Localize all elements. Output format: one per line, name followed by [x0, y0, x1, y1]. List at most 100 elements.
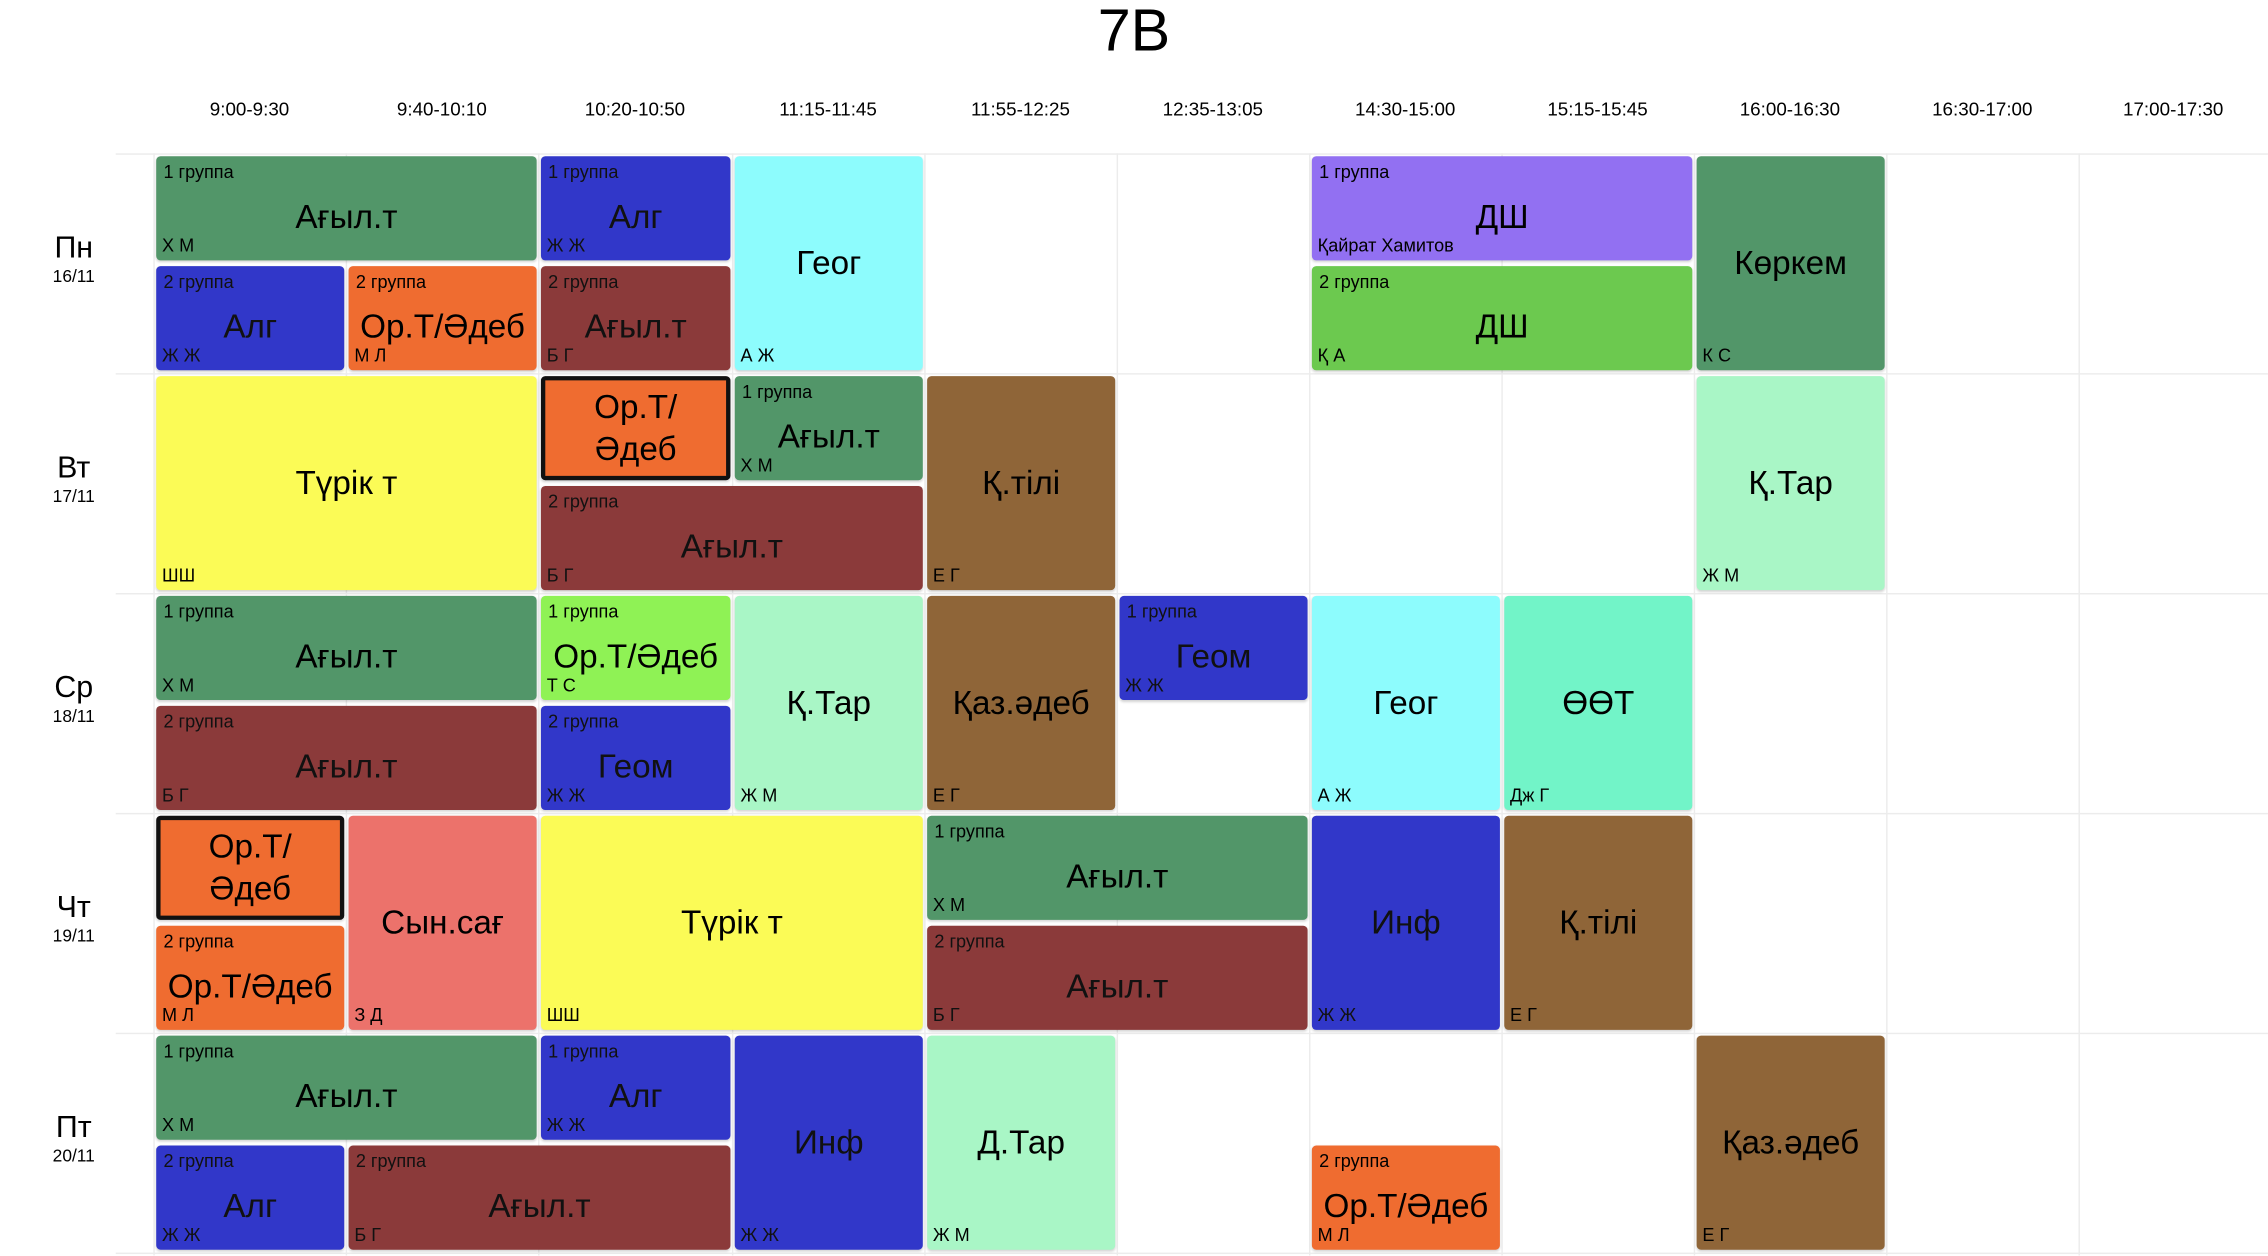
- lesson-cell-fri-6[interactable]: Д.Тар Ж М: [927, 1035, 1116, 1250]
- grid-column-line: [2078, 153, 2080, 1256]
- lesson-teacher: Ж М: [740, 785, 778, 806]
- lesson-cell-tue-6[interactable]: Қ.Тар Ж М: [1696, 376, 1885, 591]
- lesson-group: 1 группа: [163, 161, 234, 183]
- day-date: 17/11: [52, 485, 95, 507]
- lesson-cell-thu-2[interactable]: 2 группа Ор.Т/Әдеб М Л: [156, 925, 345, 1030]
- lesson-cell-tue-3[interactable]: 1 группа Ағыл.т Х М: [734, 376, 923, 481]
- lesson-subject: Көркем: [1734, 243, 1847, 282]
- lesson-cell-wed-8[interactable]: Геог А Ж: [1311, 595, 1500, 810]
- lesson-group: 2 группа: [163, 711, 234, 732]
- lesson-cell-mon-6[interactable]: Геог А Ж: [734, 156, 923, 371]
- lesson-teacher: Е Г: [1510, 1005, 1537, 1026]
- lesson-teacher: Б Г: [546, 565, 574, 586]
- lesson-subject: Қаз.әдеб: [952, 683, 1090, 722]
- lesson-cell-mon-4[interactable]: 1 группа Алг Ж Ж: [540, 156, 731, 261]
- lesson-cell-wed-6[interactable]: Қаз.әдеб Е Г: [927, 595, 1116, 810]
- lesson-subject: Қ.Тар: [1748, 463, 1833, 502]
- lesson-cell-mon-1[interactable]: 1 группа Ағыл.т Х М: [156, 156, 537, 261]
- lesson-teacher: Б Г: [932, 1005, 960, 1026]
- grid-row-line: [115, 593, 2268, 595]
- lesson-subject: Алг: [608, 1076, 663, 1115]
- day-date: 19/11: [52, 925, 95, 946]
- lesson-cell-thu-3[interactable]: Сын.сағ З Д: [348, 815, 537, 1030]
- lesson-teacher: ШШ: [161, 565, 196, 586]
- lesson-teacher: Ж Ж: [546, 1115, 586, 1136]
- lesson-group: 1 группа: [1126, 601, 1197, 622]
- day-name: Вт: [57, 451, 91, 485]
- lesson-teacher: Б Г: [546, 345, 574, 366]
- lesson-cell-fri-8[interactable]: Қаз.әдеб Е Г: [1696, 1035, 1885, 1250]
- lesson-group: 2 группа: [1319, 271, 1390, 293]
- lesson-cell-fri-2[interactable]: 2 группа Алг Ж Ж: [156, 1145, 345, 1250]
- lesson-subject: Алг: [223, 1186, 278, 1225]
- lesson-cell-wed-3[interactable]: 1 группа Ор.Т/Әдеб Т С: [540, 595, 731, 701]
- lesson-group: 2 группа: [163, 1151, 234, 1172]
- lesson-cell-thu-4[interactable]: Түрік т ШШ: [540, 815, 923, 1030]
- lesson-subject: Геом: [1175, 637, 1252, 675]
- lesson-cell-thu-1[interactable]: Ор.Т/ Әдеб: [156, 815, 345, 920]
- lesson-group: 2 группа: [548, 271, 619, 293]
- lesson-subject: Ағыл.т: [488, 1186, 591, 1225]
- lesson-cell-thu-8[interactable]: Қ.тілі Е Г: [1504, 815, 1693, 1030]
- day-name: Чт: [56, 890, 91, 925]
- lesson-subject: Алг: [608, 197, 663, 236]
- time-slot-label: 10:20-10:50: [584, 98, 686, 121]
- grid-column-line: [1501, 153, 1503, 1256]
- lesson-cell-mon-2[interactable]: 2 группа Алг Ж Ж: [156, 266, 345, 371]
- lesson-cell-mon-7[interactable]: 1 группа ДШ Қайрат Хамитов: [1311, 156, 1693, 261]
- lesson-subject: Д.Тар: [977, 1123, 1065, 1161]
- lesson-cell-wed-2[interactable]: 2 группа Ағыл.т Б Г: [156, 705, 537, 810]
- lesson-cell-mon-8[interactable]: 2 группа ДШ Қ А: [1311, 266, 1693, 371]
- lesson-group: 1 группа: [1319, 161, 1390, 183]
- lesson-cell-fri-3[interactable]: 1 группа Алг Ж Ж: [540, 1035, 731, 1140]
- day-label: Пн 16/11: [20, 231, 127, 286]
- lesson-cell-thu-5[interactable]: 1 группа Ағыл.т Х М: [927, 815, 1308, 920]
- lesson-teacher: Х М: [161, 675, 195, 696]
- lesson-group: 1 группа: [742, 381, 813, 403]
- lesson-subject: Ағыл.т: [680, 527, 783, 565]
- lesson-cell-thu-7[interactable]: Инф Ж Ж: [1311, 815, 1500, 1030]
- lesson-subject: Қ.тілі: [1559, 903, 1638, 941]
- lesson-cell-tue-5[interactable]: Қ.тілі Е Г: [927, 376, 1116, 591]
- lesson-cell-fri-4[interactable]: 2 группа Ағыл.т Б Г: [348, 1145, 731, 1250]
- lesson-subject: Ағыл.т: [295, 197, 398, 236]
- lesson-group: 1 группа: [548, 601, 619, 622]
- lesson-teacher: Х М: [161, 235, 195, 257]
- lesson-teacher: Ж Ж: [546, 235, 586, 257]
- lesson-cell-tue-1[interactable]: Түрік т ШШ: [156, 376, 537, 591]
- lesson-subject: Геог: [796, 243, 862, 282]
- lesson-subject: Қ.Тар: [786, 683, 872, 722]
- grid-column-line: [1116, 153, 1119, 1256]
- lesson-cell-wed-1[interactable]: 1 группа Ағыл.т Х М: [156, 595, 537, 701]
- lesson-teacher: Қайрат Хамитов: [1317, 235, 1454, 257]
- lesson-group: 2 группа: [163, 271, 234, 293]
- lesson-teacher: Дж Г: [1510, 785, 1550, 806]
- lesson-group: 1 группа: [934, 821, 1005, 842]
- lesson-cell-thu-6[interactable]: 2 группа Ағыл.т Б Г: [927, 925, 1308, 1030]
- lesson-teacher: М Л: [1317, 1225, 1350, 1246]
- lesson-subject: Ор.Т/Әдеб: [360, 307, 525, 345]
- lesson-subject: ДШ: [1475, 197, 1529, 236]
- lesson-teacher: Е Г: [932, 565, 960, 586]
- time-slot-label: 9:40-10:10: [396, 98, 487, 121]
- lesson-cell-mon-9[interactable]: Көркем К С: [1696, 156, 1885, 371]
- lesson-subject: Ағыл.т: [584, 307, 687, 345]
- lesson-cell-wed-7[interactable]: 1 группа Геом Ж Ж: [1119, 595, 1308, 701]
- lesson-subject: Геом: [597, 747, 674, 785]
- lesson-cell-fri-1[interactable]: 1 группа Ағыл.т Х М: [156, 1035, 537, 1140]
- lesson-cell-wed-9[interactable]: ӨӨТ Дж Г: [1504, 595, 1693, 810]
- lesson-cell-fri-7[interactable]: 2 группа Ор.Т/Әдеб М Л: [1311, 1145, 1500, 1250]
- lesson-cell-tue-2[interactable]: Ор.Т/ Әдеб: [540, 376, 731, 481]
- lesson-cell-mon-3[interactable]: 2 группа Ор.Т/Әдеб М Л: [348, 266, 537, 371]
- lesson-teacher: М Л: [354, 345, 387, 366]
- lesson-subject: ДШ: [1475, 307, 1529, 345]
- lesson-cell-wed-5[interactable]: Қ.Тар Ж М: [734, 595, 923, 810]
- day-label: Пт 20/11: [20, 1111, 127, 1166]
- lesson-cell-mon-5[interactable]: 2 группа Ағыл.т Б Г: [540, 266, 731, 371]
- day-label: Чт 19/11: [20, 891, 127, 946]
- lesson-teacher: З Д: [354, 1005, 383, 1026]
- lesson-cell-wed-4[interactable]: 2 группа Геом Ж Ж: [540, 705, 731, 810]
- lesson-cell-fri-5[interactable]: Инф Ж Ж: [734, 1035, 923, 1250]
- lesson-cell-tue-4[interactable]: 2 группа Ағыл.т Б Г: [540, 485, 923, 591]
- lesson-subject: Ағыл.т: [1066, 966, 1169, 1005]
